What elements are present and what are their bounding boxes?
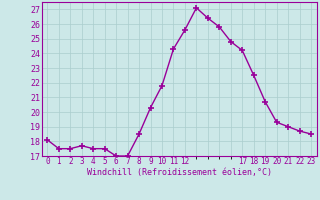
X-axis label: Windchill (Refroidissement éolien,°C): Windchill (Refroidissement éolien,°C) xyxy=(87,168,272,177)
